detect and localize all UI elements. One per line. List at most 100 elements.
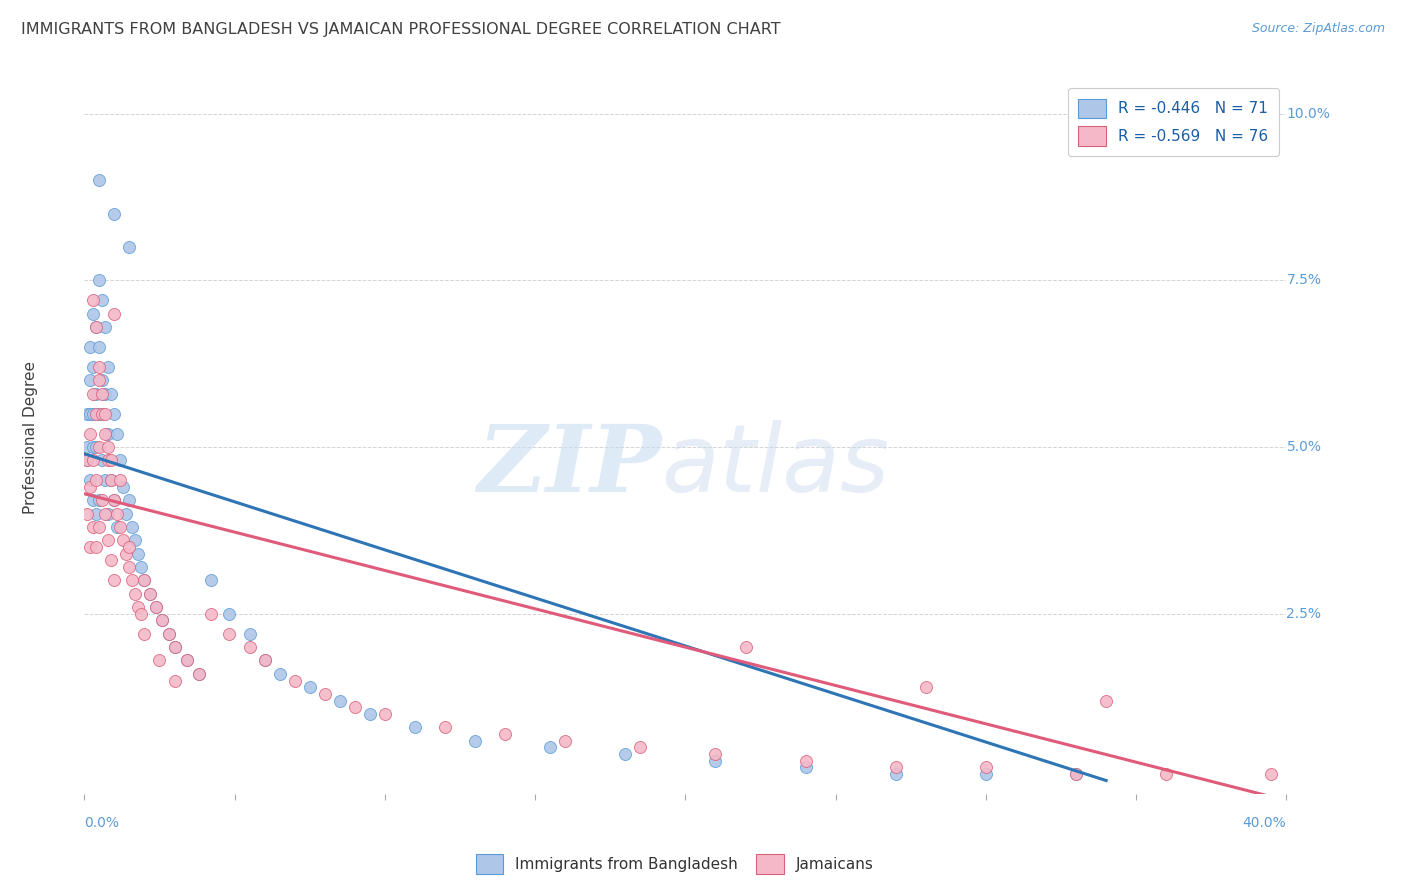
Point bbox=[97, 533, 120, 548]
Point bbox=[187, 666, 209, 681]
Point bbox=[127, 600, 149, 615]
Point bbox=[298, 680, 321, 694]
Point bbox=[82, 386, 104, 401]
Legend: Immigrants from Bangladesh, Jamaicans: Immigrants from Bangladesh, Jamaicans bbox=[470, 848, 880, 880]
Point bbox=[79, 540, 101, 554]
Point bbox=[127, 547, 149, 561]
Point bbox=[76, 453, 98, 467]
Point bbox=[82, 440, 104, 454]
Point bbox=[107, 426, 129, 441]
Point bbox=[359, 706, 381, 721]
Point bbox=[794, 760, 817, 774]
Point bbox=[94, 474, 117, 488]
Text: 5.0%: 5.0% bbox=[1286, 440, 1322, 454]
Point bbox=[614, 747, 637, 761]
Point bbox=[314, 687, 336, 701]
Point bbox=[239, 640, 262, 655]
Point bbox=[915, 680, 938, 694]
Point bbox=[86, 474, 108, 488]
Point bbox=[89, 440, 111, 454]
Point bbox=[134, 627, 156, 641]
Point bbox=[163, 673, 186, 688]
Point bbox=[152, 614, 174, 628]
Point bbox=[82, 493, 104, 508]
Point bbox=[131, 607, 153, 621]
Point bbox=[91, 373, 114, 387]
Point bbox=[76, 453, 98, 467]
Point bbox=[269, 666, 291, 681]
Point bbox=[974, 767, 997, 781]
Point bbox=[1064, 767, 1087, 781]
Point bbox=[107, 520, 129, 534]
Point bbox=[628, 740, 651, 755]
Point bbox=[94, 407, 117, 421]
Point bbox=[89, 373, 111, 387]
Point bbox=[103, 493, 125, 508]
Text: 40.0%: 40.0% bbox=[1243, 816, 1286, 830]
Point bbox=[86, 540, 108, 554]
Point bbox=[76, 407, 98, 421]
Point bbox=[187, 666, 209, 681]
Point bbox=[94, 320, 117, 334]
Point bbox=[121, 520, 143, 534]
Point bbox=[124, 587, 146, 601]
Point bbox=[374, 706, 396, 721]
Point bbox=[82, 453, 104, 467]
Legend: R = -0.446   N = 71, R = -0.569   N = 76: R = -0.446 N = 71, R = -0.569 N = 76 bbox=[1067, 88, 1279, 156]
Point bbox=[103, 493, 125, 508]
Point bbox=[86, 320, 108, 334]
Point bbox=[86, 440, 108, 454]
Text: 10.0%: 10.0% bbox=[1286, 107, 1330, 120]
Point bbox=[118, 240, 141, 254]
Point bbox=[118, 560, 141, 574]
Point bbox=[434, 720, 457, 734]
Point bbox=[139, 587, 162, 601]
Point bbox=[163, 640, 186, 655]
Point bbox=[329, 693, 352, 707]
Point bbox=[79, 373, 101, 387]
Point bbox=[176, 653, 198, 667]
Point bbox=[86, 386, 108, 401]
Text: 7.5%: 7.5% bbox=[1286, 273, 1322, 287]
Point bbox=[91, 407, 114, 421]
Point bbox=[107, 507, 129, 521]
Text: atlas: atlas bbox=[661, 420, 890, 511]
Point bbox=[89, 493, 111, 508]
Point bbox=[91, 293, 114, 308]
Point bbox=[103, 207, 125, 221]
Point bbox=[200, 607, 222, 621]
Point bbox=[97, 440, 120, 454]
Point bbox=[79, 340, 101, 354]
Point bbox=[464, 733, 486, 747]
Point bbox=[538, 740, 561, 755]
Point bbox=[86, 507, 108, 521]
Point bbox=[974, 760, 997, 774]
Point bbox=[1260, 767, 1282, 781]
Point bbox=[152, 614, 174, 628]
Point bbox=[82, 307, 104, 321]
Point bbox=[97, 453, 120, 467]
Point bbox=[76, 507, 98, 521]
Point bbox=[110, 453, 132, 467]
Point bbox=[145, 600, 167, 615]
Point bbox=[97, 426, 120, 441]
Point bbox=[112, 533, 135, 548]
Point bbox=[343, 700, 366, 714]
Point bbox=[89, 273, 111, 287]
Point bbox=[100, 474, 122, 488]
Point bbox=[89, 359, 111, 374]
Point bbox=[103, 407, 125, 421]
Point bbox=[79, 426, 101, 441]
Point bbox=[145, 600, 167, 615]
Point bbox=[110, 474, 132, 488]
Point bbox=[884, 760, 907, 774]
Point bbox=[89, 340, 111, 354]
Text: ZIP: ZIP bbox=[477, 421, 661, 510]
Point bbox=[148, 653, 170, 667]
Point bbox=[139, 587, 162, 601]
Point bbox=[554, 733, 576, 747]
Point bbox=[704, 754, 727, 768]
Point bbox=[97, 507, 120, 521]
Point bbox=[82, 407, 104, 421]
Text: IMMIGRANTS FROM BANGLADESH VS JAMAICAN PROFESSIONAL DEGREE CORRELATION CHART: IMMIGRANTS FROM BANGLADESH VS JAMAICAN P… bbox=[21, 22, 780, 37]
